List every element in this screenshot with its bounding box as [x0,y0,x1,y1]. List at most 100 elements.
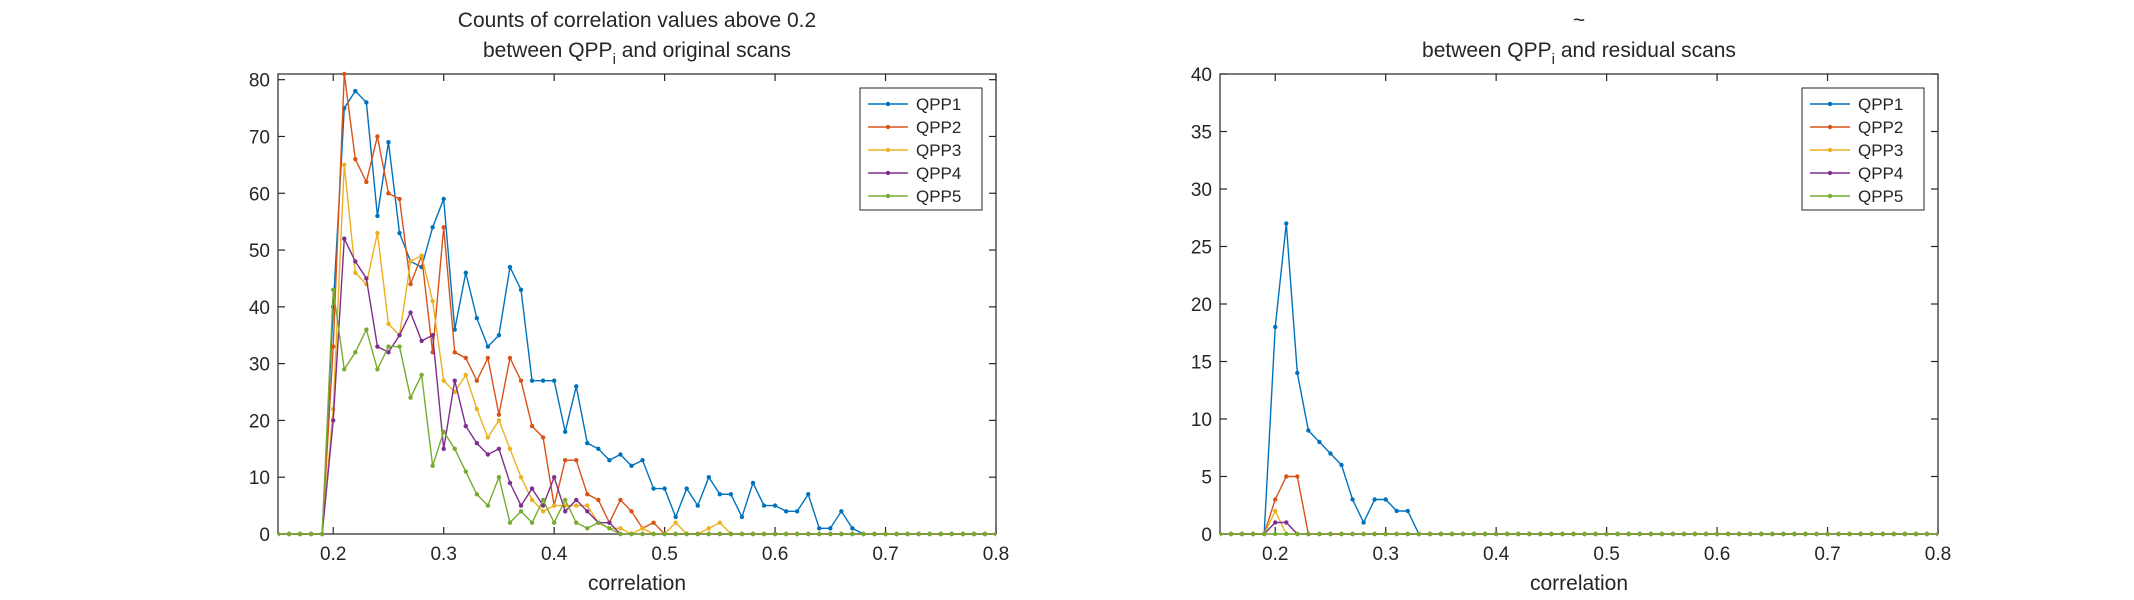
data-point [474,315,480,321]
data-point [1858,531,1863,537]
data-point [408,395,413,400]
legend-marker [885,147,891,153]
y-tick-label: 50 [249,241,270,262]
data-point [463,270,468,275]
legend-entry-qpp1: QPP1 [1810,95,1903,114]
data-point [717,520,723,525]
data-point [308,531,314,537]
data-point [1560,531,1565,537]
data-point [817,531,822,537]
legend: QPP1 QPP2 QPP3 QPP4 QPP5 [859,87,983,211]
y-tick-label: 10 [249,468,270,489]
y-tick-label: 40 [249,298,270,319]
x-tick-label: 0.6 [762,544,788,565]
data-point [1317,439,1322,445]
data-point [441,196,446,202]
series-layer [278,71,996,537]
data-point [1913,531,1919,537]
data-point [397,196,402,202]
data-point [540,497,546,503]
data-point [386,191,391,196]
data-point [651,520,656,525]
data-point [1361,531,1366,537]
data-point [342,162,347,168]
data-point [750,531,756,537]
data-point [375,367,380,372]
data-point [529,378,535,383]
data-point [1449,531,1455,537]
data-point [1284,221,1289,226]
series-layer [1220,221,1938,537]
data-point [540,503,546,508]
data-point [485,503,491,508]
data-point [441,378,446,383]
y-tick-label: 35 [1191,123,1212,144]
data-point [794,531,800,537]
data-point [474,440,480,446]
data-point [1339,531,1344,537]
x-tick-label: 0.8 [1925,544,1951,565]
data-point [397,333,402,338]
data-point [463,372,468,378]
data-point [364,100,369,105]
data-point [673,514,678,520]
data-point [883,531,888,537]
y-tick-label: 40 [1191,65,1212,86]
data-point [563,429,568,434]
data-point [585,503,590,508]
x-tick-label: 0.4 [1483,544,1510,565]
data-point [1516,531,1521,537]
data-point [629,463,634,469]
legend-box [1801,87,1925,211]
data-point [927,531,932,537]
legend-entry-qpp5: QPP5 [868,187,961,206]
legend-marker [1827,124,1833,130]
data-point [618,497,623,503]
data-point [850,526,855,531]
data-point [695,503,700,508]
legend-marker [885,193,891,199]
data-point [706,475,711,480]
legend-entry-qpp2: QPP2 [868,118,961,137]
data-point [982,531,988,537]
data-point [728,531,734,537]
data-point [1803,531,1808,537]
data-point [1328,451,1333,456]
data-point [496,412,502,417]
legend-label: QPP2 [916,118,961,137]
data-point [507,446,513,452]
data-point [386,350,391,355]
chart-title-line-1: ~ [1573,9,1585,32]
data-point [1295,370,1300,376]
x-axis-label: correlation [1530,572,1628,595]
data-point [1427,531,1433,537]
data-point [1306,531,1311,537]
data-point [353,270,358,275]
data-point [596,520,601,525]
legend-marker [1827,170,1833,176]
x-tick-label: 0.3 [1372,544,1398,565]
data-point [485,344,491,349]
data-point [585,440,590,446]
legend-marker [885,124,891,130]
data-point [430,298,435,304]
data-point [717,492,723,497]
data-point [783,509,789,514]
legend-marker [885,170,891,176]
data-point [452,327,457,332]
data-point [375,344,380,349]
data-point [529,423,535,429]
data-point [1626,531,1631,537]
data-point [551,475,557,480]
y-tick-label: 30 [1191,180,1212,201]
data-point [319,531,325,537]
data-point [640,531,645,537]
data-point [452,350,457,355]
data-point [1273,520,1278,525]
data-point [761,531,767,537]
data-point [551,520,557,525]
data-point [1847,531,1852,537]
data-point [551,503,557,508]
data-point [518,475,524,480]
